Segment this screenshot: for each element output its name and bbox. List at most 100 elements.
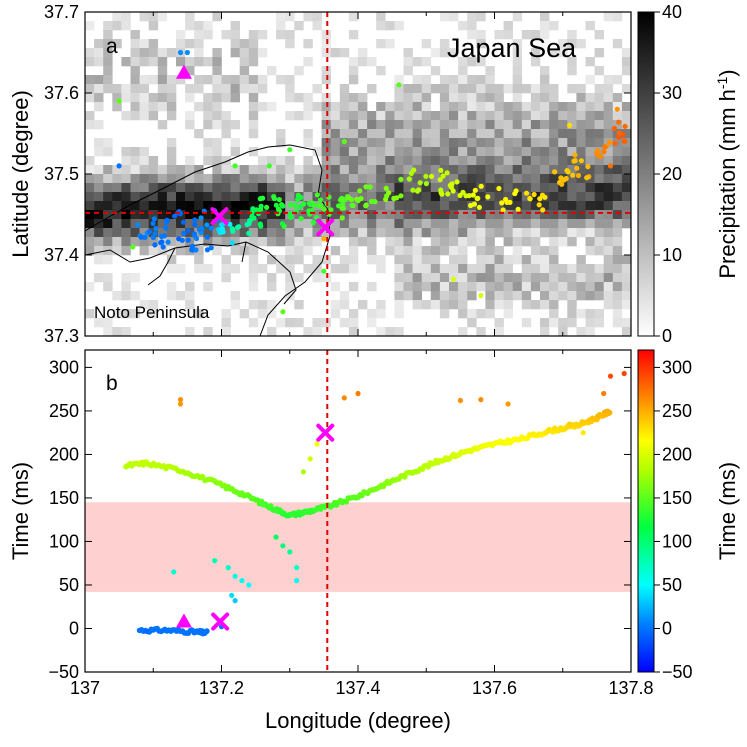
heat-cell [458, 255, 468, 265]
heat-cell [485, 84, 495, 94]
time-point [355, 390, 361, 397]
map-point [321, 236, 327, 242]
heat-cell [576, 192, 586, 202]
heat-cell [421, 147, 432, 157]
heat-cell [458, 75, 468, 85]
heat-cell [467, 273, 477, 283]
heat-cell [139, 246, 149, 256]
heat-cell [430, 192, 441, 202]
map-point [292, 202, 298, 208]
heat-cell [348, 57, 359, 67]
heat-cell [621, 66, 631, 76]
heat-cell [312, 102, 322, 112]
heat-cell [358, 147, 368, 157]
map-point [406, 176, 412, 182]
heat-cell [449, 282, 459, 292]
heat-cell [594, 273, 604, 283]
map-point [204, 234, 210, 240]
heat-cell [594, 309, 604, 319]
lightning-sources-map [116, 49, 628, 315]
map-point [177, 49, 184, 56]
map-point [165, 239, 171, 245]
heat-cell [358, 237, 368, 247]
heat-cell [330, 48, 341, 58]
heat-cell [221, 183, 231, 193]
heat-cell [103, 30, 113, 40]
heat-cell [221, 237, 231, 247]
heat-cell [303, 183, 313, 193]
map-point [229, 226, 235, 232]
heat-cell [276, 21, 286, 31]
heat-cell [540, 327, 550, 336]
heat-cell [576, 219, 586, 229]
heat-cell [130, 102, 140, 112]
heat-cell [403, 273, 413, 283]
heat-cell [585, 93, 595, 103]
heat-cell [157, 57, 168, 67]
heat-cell [294, 300, 304, 310]
heat-cell [449, 93, 459, 103]
heat-cell [540, 120, 550, 130]
heat-cell [603, 120, 614, 130]
heat-cell [376, 111, 386, 121]
heat-cell [103, 219, 113, 229]
heat-cell [185, 327, 195, 336]
heat-cell [503, 237, 513, 247]
heat-cell [358, 219, 368, 229]
heat-cell [576, 39, 586, 49]
heat-cell [412, 84, 422, 94]
heat-cell [85, 174, 95, 184]
heat-cell [194, 210, 204, 220]
map-point [574, 165, 580, 171]
heat-cell [276, 156, 286, 166]
heat-cell [157, 75, 168, 85]
heat-cell [221, 75, 231, 85]
heat-cell [148, 111, 159, 121]
heat-cell [212, 228, 222, 238]
map-point [567, 122, 573, 128]
heat-cell [449, 75, 459, 85]
map-point [542, 194, 548, 200]
heat-cell [303, 12, 313, 22]
map-point [192, 222, 198, 228]
heat-cell [467, 30, 477, 40]
heat-cell [458, 21, 468, 31]
heat-cell [458, 57, 468, 67]
heat-cell [403, 84, 413, 94]
heat-cell [267, 165, 277, 175]
heat-cell [257, 183, 268, 193]
heat-cell [503, 210, 513, 220]
heat-cell [130, 309, 140, 319]
heat-cell [567, 183, 577, 193]
heat-cell [403, 264, 413, 274]
heat-cell [467, 111, 477, 121]
heat-cell [130, 291, 140, 301]
heat-cell [458, 183, 468, 193]
heat-cell [339, 84, 350, 94]
heat-cell [412, 228, 422, 238]
heat-cell [230, 210, 240, 220]
map-point [317, 197, 324, 203]
heat-cell [285, 228, 295, 238]
heat-cell [421, 111, 432, 121]
heat-cell [112, 21, 122, 31]
cross-marker [316, 423, 335, 442]
heat-cell [594, 219, 604, 229]
heat-cell [439, 237, 450, 247]
heat-cell [549, 273, 559, 283]
heat-cell [157, 102, 168, 112]
time-point [287, 549, 293, 555]
heat-cell [176, 219, 186, 229]
heat-cell [476, 30, 486, 40]
time-colorbar-tick-label: 250 [662, 401, 692, 421]
heat-cell [166, 165, 177, 175]
heat-cell [603, 282, 614, 292]
time-colorbar-tick-label: −50 [662, 662, 693, 682]
heat-cell [494, 102, 504, 112]
map-point [396, 82, 402, 88]
heat-cell [103, 255, 113, 265]
heat-cell [330, 183, 341, 193]
heat-cell [421, 210, 432, 220]
heat-cell [458, 174, 468, 184]
